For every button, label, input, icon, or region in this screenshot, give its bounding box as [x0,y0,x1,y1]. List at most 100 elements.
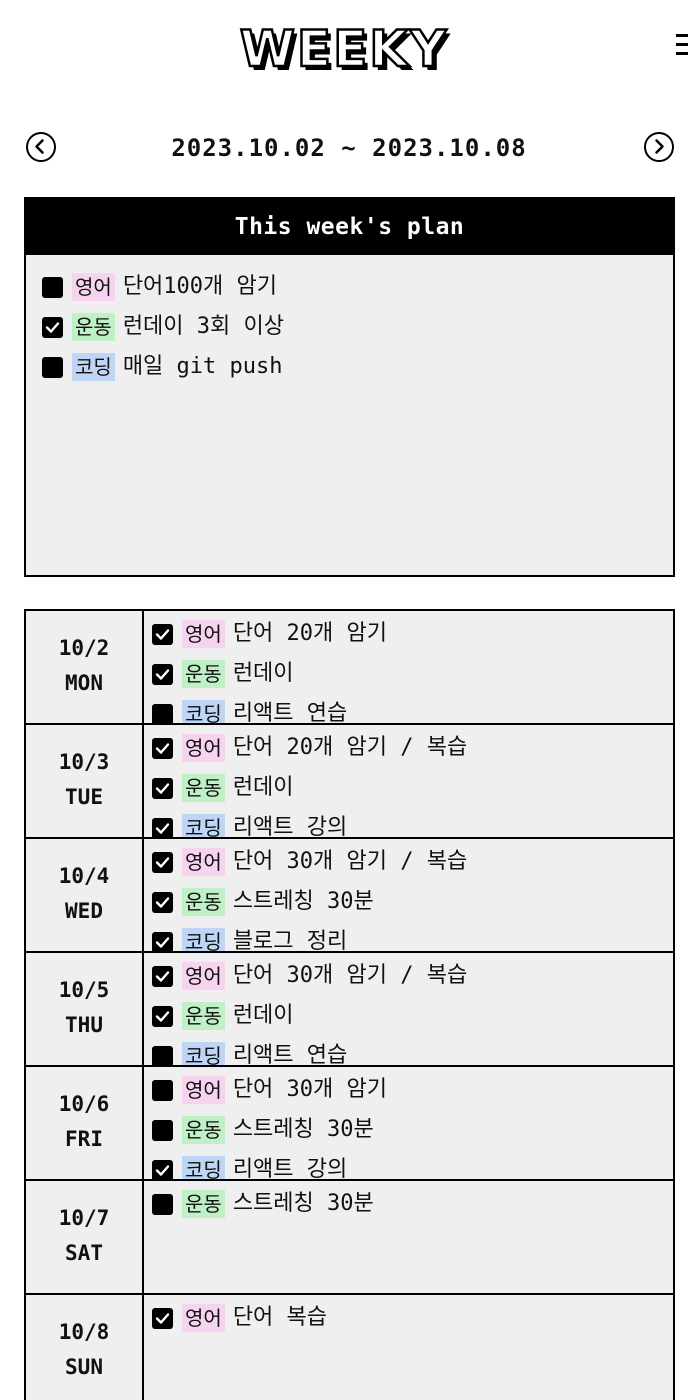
checked-checkbox[interactable] [152,777,173,799]
week-navigation: 2023.10.02 ~ 2023.10.08 [24,128,674,170]
day-row-sun: 10/8 SUN 영어 단어 복습 [26,1295,673,1400]
unchecked-checkbox[interactable] [152,1119,173,1141]
todo-text: 리액트 강의 [232,1157,348,1181]
checked-checkbox[interactable] [152,817,173,837]
category-tag: 영어 [182,620,225,648]
week-range-label: 2023.10.02 ~ 2023.10.08 [171,134,527,162]
weekly-plan-panel: This week's plan 영어 단어100개 암기 운동 런데이 3회 이상 코… [24,197,675,577]
todo-item[interactable]: 영어 단어 20개 암기 / 복습 [152,728,673,768]
checked-checkbox[interactable] [152,1307,173,1329]
todo-text: 단어 30개 암기 / 복습 [232,849,468,874]
todo-text: 리액트 강의 [232,815,348,839]
checkmark-icon [45,321,60,333]
todo-text: 스트레칭 30분 [232,1191,374,1216]
todo-text: 스트레칭 30분 [232,1117,374,1142]
todo-text: 런데이 [232,1003,294,1028]
day-label[interactable]: 10/5 THU [26,953,144,1065]
day-label[interactable]: 10/2 MON [26,611,144,723]
category-tag: 영어 [182,848,225,876]
todo-item[interactable]: 운동 스트레칭 30분 [152,882,673,922]
weekly-plan-title: This week's plan [26,199,673,255]
category-tag: 영어 [182,962,225,990]
day-label[interactable]: 10/8 SUN [26,1295,144,1400]
app-logo: WEEKY [239,19,449,80]
todo-text: 단어100개 암기 [122,274,277,299]
todo-text: 리액트 연습 [232,701,348,725]
day-date: 10/2 [58,636,110,660]
checked-checkbox[interactable] [42,316,63,338]
category-tag: 코딩 [182,814,225,837]
checked-checkbox[interactable] [152,931,173,951]
todo-text: 리액트 연습 [232,1043,348,1067]
day-name: THU [65,1013,103,1037]
checked-checkbox[interactable] [152,1159,173,1179]
day-date: 10/5 [58,978,110,1002]
todo-item[interactable]: 운동 런데이 [152,768,673,808]
todo-item[interactable]: 코딩 리액트 연습 [152,1036,673,1067]
todo-item[interactable]: 영어 단어 20개 암기 [152,614,673,654]
day-todo-list: 운동 스트레칭 30분 [152,1184,673,1224]
todo-text: 런데이 3회 이상 [122,314,284,339]
unchecked-checkbox[interactable] [42,356,63,378]
day-date: 10/8 [58,1320,110,1344]
todo-item[interactable]: 운동 런데이 [152,996,673,1036]
chevron-left-icon [35,139,44,154]
unchecked-checkbox[interactable] [152,1045,173,1065]
todo-item[interactable]: 코딩 매일 git push [42,347,673,387]
todo-item[interactable]: 코딩 리액트 강의 [152,808,673,839]
checked-checkbox[interactable] [152,965,173,987]
todo-item[interactable]: 영어 단어 복습 [152,1298,673,1338]
unchecked-checkbox[interactable] [152,703,173,723]
todo-item[interactable]: 코딩 리액트 강의 [152,1150,673,1181]
day-label[interactable]: 10/3 TUE [26,725,144,837]
previous-week-button[interactable] [26,132,56,162]
todo-item[interactable]: 코딩 블로그 정리 [152,922,673,951]
day-label[interactable]: 10/4 WED [26,839,144,951]
todo-text: 단어 복습 [232,1305,328,1330]
checked-checkbox[interactable] [152,1005,173,1027]
checked-checkbox[interactable] [152,891,173,913]
todo-item[interactable]: 영어 단어 30개 암기 / 복습 [152,842,673,882]
unchecked-checkbox[interactable] [152,1193,173,1215]
checkmark-icon [155,896,170,908]
next-week-button[interactable] [644,132,674,162]
category-tag: 코딩 [182,700,225,723]
category-tag: 영어 [182,1304,225,1332]
checkmark-icon [155,1010,170,1022]
todo-item[interactable]: 영어 단어 30개 암기 / 복습 [152,956,673,996]
todo-item[interactable]: 운동 런데이 3회 이상 [42,307,673,347]
checked-checkbox[interactable] [152,663,173,685]
category-tag: 운동 [182,774,225,802]
unchecked-checkbox[interactable] [152,1079,173,1101]
checked-checkbox[interactable] [152,737,173,759]
todo-item[interactable]: 운동 스트레칭 30분 [152,1184,673,1224]
todo-item[interactable]: 운동 스트레칭 30분 [152,1110,673,1150]
day-row-sat: 10/7 SAT 운동 스트레칭 30분 [26,1181,673,1295]
todo-item[interactable]: 영어 단어100개 암기 [42,267,673,307]
todo-text: 매일 git push [122,354,283,379]
checked-checkbox[interactable] [152,851,173,873]
hamburger-menu-icon[interactable] [676,34,688,62]
todo-text: 스트레칭 30분 [232,889,374,914]
todo-text: 단어 30개 암기 / 복습 [232,963,468,988]
todo-item[interactable]: 코딩 리액트 연습 [152,694,673,725]
day-name: WED [65,899,103,923]
day-name: MON [65,671,103,695]
checkmark-icon [155,1312,170,1324]
todo-item[interactable]: 영어 단어 30개 암기 [152,1070,673,1110]
todo-item[interactable]: 운동 런데이 [152,654,673,694]
checked-checkbox[interactable] [152,623,173,645]
category-tag: 코딩 [182,928,225,951]
unchecked-checkbox[interactable] [42,276,63,298]
day-label[interactable]: 10/6 FRI [26,1067,144,1179]
category-tag: 코딩 [72,353,115,381]
day-label[interactable]: 10/7 SAT [26,1181,144,1293]
category-tag: 코딩 [182,1156,225,1179]
